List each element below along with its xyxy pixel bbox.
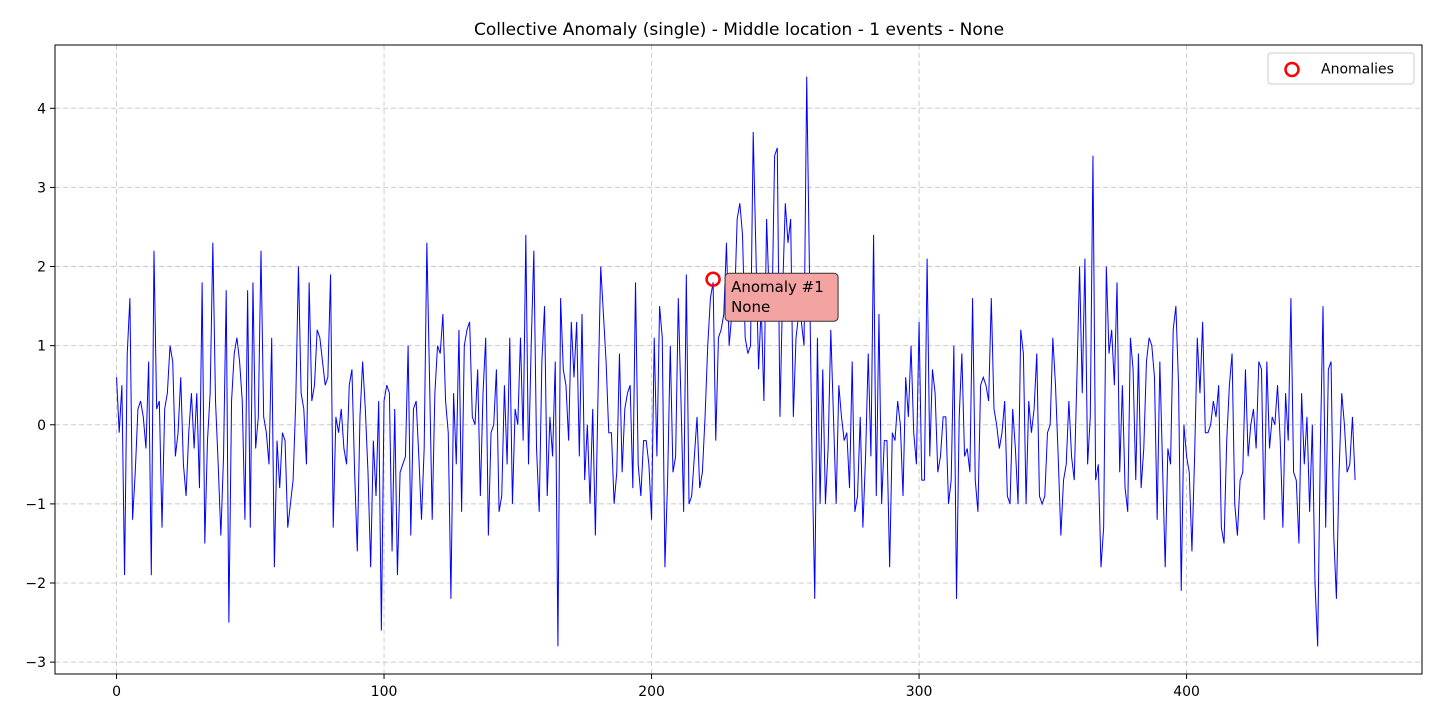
y-tick-label: 0 (37, 418, 46, 434)
chart-title: Collective Anomaly (single) - Middle loc… (474, 20, 1004, 40)
y-tick-label: −3 (25, 655, 46, 671)
y-tick-label: 4 (37, 101, 46, 117)
x-tick-label: 400 (1173, 684, 1200, 700)
series-layer (116, 76, 1356, 647)
y-tick-label: −2 (25, 576, 46, 592)
axis-ticks: 0 100 200 300 400 −3 −2 −1 0 1 2 3 4 (25, 101, 1200, 700)
series-line (116, 76, 1356, 647)
legend-box (1267, 52, 1415, 85)
y-tick-label: 3 (37, 180, 46, 196)
annotation-text: None (731, 298, 770, 316)
y-tick-label: −1 (25, 497, 46, 513)
x-tick-label: 100 (371, 684, 398, 700)
annotation-layer: Anomaly #1 None (724, 272, 839, 322)
legend-label: Anomalies (1321, 62, 1394, 78)
plot-frame (54, 44, 1423, 675)
x-tick-label: 0 (112, 684, 121, 700)
grid (55, 45, 1422, 674)
y-tick-label: 1 (37, 339, 46, 355)
anomaly-point (705, 271, 721, 287)
legend-marker (1284, 61, 1300, 78)
legend: Anomalies (1267, 52, 1415, 85)
x-tick-label: 300 (906, 684, 933, 700)
x-tick-label: 200 (638, 684, 665, 700)
annotation-text: Anomaly #1 (731, 278, 824, 296)
annotation-box (724, 272, 839, 322)
y-tick-label: 2 (37, 260, 46, 276)
